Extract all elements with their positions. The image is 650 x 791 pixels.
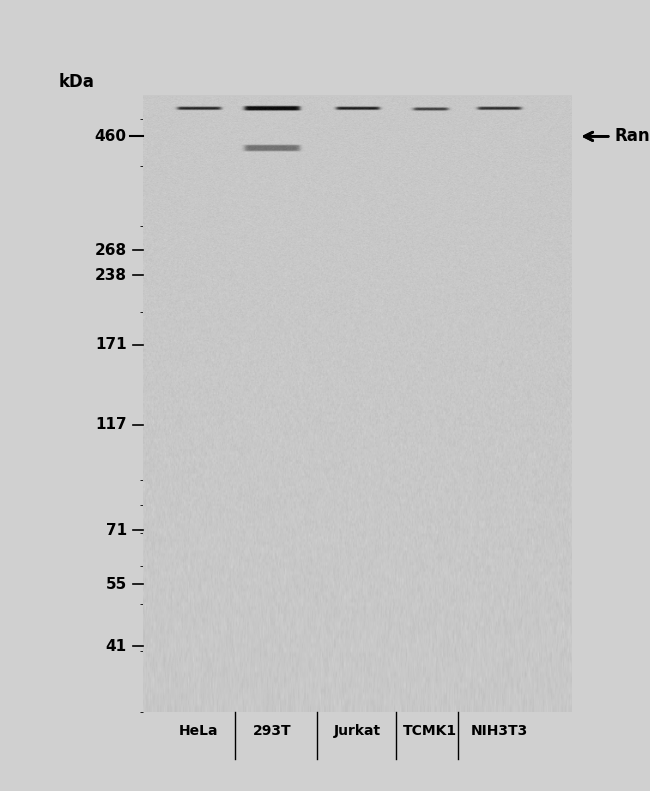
Text: 268: 268 (95, 243, 127, 258)
Text: 238: 238 (95, 268, 127, 283)
Text: 460: 460 (95, 129, 127, 144)
Text: NIH3T3: NIH3T3 (471, 724, 528, 738)
Text: 71: 71 (105, 523, 127, 538)
FancyBboxPatch shape (143, 95, 572, 712)
Text: Jurkat: Jurkat (334, 724, 381, 738)
Text: HeLa: HeLa (179, 724, 218, 738)
Text: 55: 55 (105, 577, 127, 592)
Text: 117: 117 (95, 418, 127, 433)
Text: TCMK1: TCMK1 (404, 724, 458, 738)
Text: 41: 41 (105, 638, 127, 653)
Text: 171: 171 (95, 338, 127, 353)
Text: 293T: 293T (252, 724, 291, 738)
Text: RanBP2: RanBP2 (614, 127, 650, 146)
Text: kDa: kDa (58, 73, 94, 91)
